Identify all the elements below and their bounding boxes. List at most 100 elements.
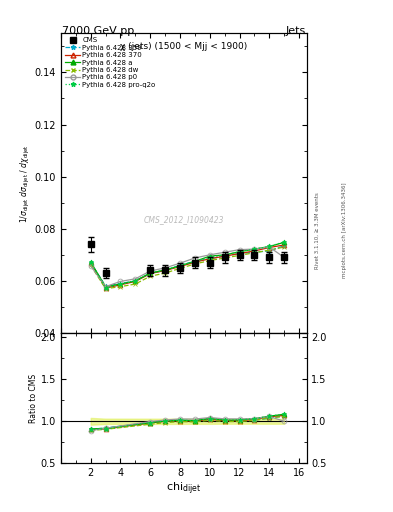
- Pythia 6.428 pro-q2o: [133, 278, 138, 284]
- Pythia 6.428 pro-q2o: [148, 270, 152, 276]
- Pythia 6.428 pro-q2o: [222, 252, 227, 258]
- Pythia 6.428 359: [163, 267, 167, 273]
- Line: Pythia 6.428 370: Pythia 6.428 370: [88, 243, 286, 291]
- Pythia 6.428 370: [252, 248, 257, 254]
- Pythia 6.428 dw: [252, 250, 257, 256]
- Pythia 6.428 370: [282, 242, 286, 248]
- Pythia 6.428 370: [193, 259, 197, 265]
- Pythia 6.428 a: [193, 258, 197, 264]
- Pythia 6.428 pro-q2o: [163, 267, 167, 273]
- Pythia 6.428 dw: [208, 258, 212, 264]
- Pythia 6.428 p0: [148, 268, 152, 274]
- Text: 7000 GeV pp: 7000 GeV pp: [62, 26, 134, 36]
- Pythia 6.428 pro-q2o: [178, 263, 182, 269]
- Pythia 6.428 p0: [237, 247, 242, 253]
- Pythia 6.428 359: [148, 270, 152, 276]
- Pythia 6.428 a: [208, 253, 212, 259]
- X-axis label: chi$_\mathregular{dijet}$: chi$_\mathregular{dijet}$: [166, 481, 201, 497]
- Pythia 6.428 359: [267, 248, 272, 254]
- Pythia 6.428 370: [133, 279, 138, 285]
- Pythia 6.428 p0: [88, 263, 93, 269]
- Line: Pythia 6.428 a: Pythia 6.428 a: [88, 240, 286, 289]
- Pythia 6.428 370: [148, 270, 152, 276]
- Pythia 6.428 pro-q2o: [193, 258, 197, 264]
- Pythia 6.428 359: [88, 260, 93, 266]
- Pythia 6.428 359: [178, 262, 182, 268]
- Pythia 6.428 359: [237, 250, 242, 257]
- Pythia 6.428 p0: [103, 284, 108, 290]
- Legend: CMS, Pythia 6.428 359, Pythia 6.428 370, Pythia 6.428 a, Pythia 6.428 dw, Pythia: CMS, Pythia 6.428 359, Pythia 6.428 370,…: [64, 36, 157, 89]
- Pythia 6.428 a: [282, 239, 286, 245]
- Pythia 6.428 p0: [133, 276, 138, 282]
- Pythia 6.428 p0: [193, 255, 197, 261]
- Pythia 6.428 370: [88, 260, 93, 266]
- Pythia 6.428 dw: [178, 265, 182, 271]
- Pythia 6.428 dw: [222, 255, 227, 261]
- Y-axis label: $1/\sigma_\mathrm{dijet}\ d\sigma_\mathrm{dijet}\ /\ d\chi_\mathrm{dijet}$: $1/\sigma_\mathrm{dijet}\ d\sigma_\mathr…: [19, 144, 32, 223]
- Pythia 6.428 a: [163, 267, 167, 273]
- Pythia 6.428 dw: [118, 284, 123, 290]
- Pythia 6.428 dw: [88, 262, 93, 268]
- Pythia 6.428 359: [133, 278, 138, 284]
- Line: Pythia 6.428 pro-q2o: Pythia 6.428 pro-q2o: [88, 240, 286, 291]
- Pythia 6.428 pro-q2o: [88, 259, 93, 265]
- Text: CMS_2012_I1090423: CMS_2012_I1090423: [143, 215, 224, 224]
- Pythia 6.428 370: [178, 264, 182, 270]
- Pythia 6.428 p0: [178, 260, 182, 266]
- Text: Jets: Jets: [285, 26, 306, 36]
- Pythia 6.428 a: [118, 281, 123, 287]
- Pythia 6.428 pro-q2o: [267, 243, 272, 249]
- Pythia 6.428 359: [118, 281, 123, 287]
- Pythia 6.428 dw: [193, 261, 197, 267]
- Pythia 6.428 370: [267, 244, 272, 250]
- Pythia 6.428 dw: [237, 252, 242, 259]
- Pythia 6.428 a: [133, 278, 138, 284]
- Pythia 6.428 359: [193, 258, 197, 264]
- Pythia 6.428 a: [88, 259, 93, 265]
- Text: χ (jets) (1500 < Mjj < 1900): χ (jets) (1500 < Mjj < 1900): [120, 42, 247, 51]
- Pythia 6.428 359: [282, 243, 286, 249]
- Pythia 6.428 a: [267, 243, 272, 249]
- Pythia 6.428 370: [118, 282, 123, 288]
- Pythia 6.428 370: [222, 253, 227, 259]
- Line: Pythia 6.428 p0: Pythia 6.428 p0: [88, 245, 286, 289]
- Pythia 6.428 dw: [103, 286, 108, 292]
- Pythia 6.428 370: [103, 285, 108, 291]
- Pythia 6.428 dw: [267, 247, 272, 253]
- Pythia 6.428 p0: [252, 246, 257, 252]
- Pythia 6.428 p0: [267, 244, 272, 250]
- Pythia 6.428 dw: [148, 273, 152, 279]
- Pythia 6.428 a: [103, 284, 108, 290]
- Pythia 6.428 a: [252, 246, 257, 252]
- Pythia 6.428 a: [237, 249, 242, 255]
- Pythia 6.428 p0: [222, 249, 227, 255]
- Pythia 6.428 370: [208, 255, 212, 262]
- Pythia 6.428 pro-q2o: [103, 285, 108, 291]
- Pythia 6.428 pro-q2o: [282, 239, 286, 245]
- Pythia 6.428 359: [208, 255, 212, 262]
- Y-axis label: Ratio to CMS: Ratio to CMS: [29, 374, 38, 423]
- Pythia 6.428 359: [252, 249, 257, 255]
- Pythia 6.428 370: [237, 250, 242, 257]
- Text: Rivet 3.1.10, ≥ 3.3M events: Rivet 3.1.10, ≥ 3.3M events: [314, 192, 320, 269]
- Pythia 6.428 dw: [133, 281, 138, 287]
- Pythia 6.428 dw: [163, 270, 167, 276]
- Pythia 6.428 pro-q2o: [237, 249, 242, 255]
- Pythia 6.428 370: [163, 267, 167, 273]
- Line: Pythia 6.428 359: Pythia 6.428 359: [88, 243, 286, 289]
- Pythia 6.428 pro-q2o: [252, 246, 257, 252]
- Pythia 6.428 a: [222, 252, 227, 258]
- Pythia 6.428 dw: [282, 244, 286, 250]
- Pythia 6.428 p0: [208, 252, 212, 258]
- Pythia 6.428 359: [222, 253, 227, 259]
- Pythia 6.428 pro-q2o: [208, 254, 212, 261]
- Text: mcplots.cern.ch [arXiv:1306.3436]: mcplots.cern.ch [arXiv:1306.3436]: [342, 183, 347, 278]
- Line: Pythia 6.428 dw: Pythia 6.428 dw: [88, 245, 286, 291]
- Pythia 6.428 p0: [163, 265, 167, 271]
- Pythia 6.428 pro-q2o: [118, 281, 123, 287]
- Pythia 6.428 a: [178, 263, 182, 269]
- Pythia 6.428 a: [148, 270, 152, 276]
- Pythia 6.428 p0: [118, 279, 123, 285]
- Pythia 6.428 359: [103, 283, 108, 289]
- Pythia 6.428 p0: [282, 254, 286, 261]
